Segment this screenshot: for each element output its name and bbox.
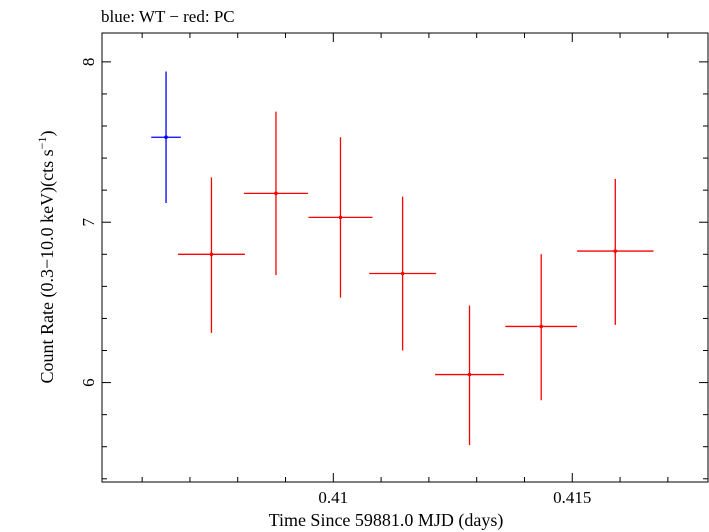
chart-title: blue: WT − red: PC (101, 7, 235, 26)
data-point (369, 196, 437, 351)
axis-ticks (102, 33, 708, 482)
y-axis-label-main: Count Rate (0.3−10.0 keV)(cts s (37, 149, 58, 383)
y-tick-label: 8 (79, 58, 98, 67)
data-points (151, 71, 654, 446)
data-point (308, 137, 373, 298)
data-point (151, 71, 181, 203)
y-tick-label: 6 (79, 378, 98, 387)
data-point (505, 254, 578, 401)
data-point (435, 305, 504, 446)
x-tick-label: 0.41 (318, 488, 348, 507)
plot-frame (101, 32, 709, 483)
data-point (243, 111, 308, 276)
point-marker (400, 271, 405, 276)
point-marker (338, 215, 343, 220)
x-tick-label: 0.415 (553, 488, 591, 507)
y-axis-label-end: ) (37, 131, 58, 137)
y-axis-label: Count Rate (0.3−10.0 keV)(cts s−1) (35, 131, 58, 384)
point-marker (539, 324, 544, 329)
axis-tick-labels: 0.41 0.415 6 7 8 (79, 58, 591, 507)
y-axis-label-superscript: −1 (35, 137, 49, 150)
point-marker (274, 191, 278, 196)
point-marker (209, 252, 214, 257)
y-tick-label: 7 (79, 217, 98, 226)
point-marker (467, 372, 472, 377)
data-point (177, 177, 245, 333)
point-marker (613, 249, 618, 253)
data-point (577, 178, 654, 325)
point-marker (164, 135, 168, 140)
x-axis-label: Time Since 59881.0 MJD (days) (269, 510, 504, 531)
